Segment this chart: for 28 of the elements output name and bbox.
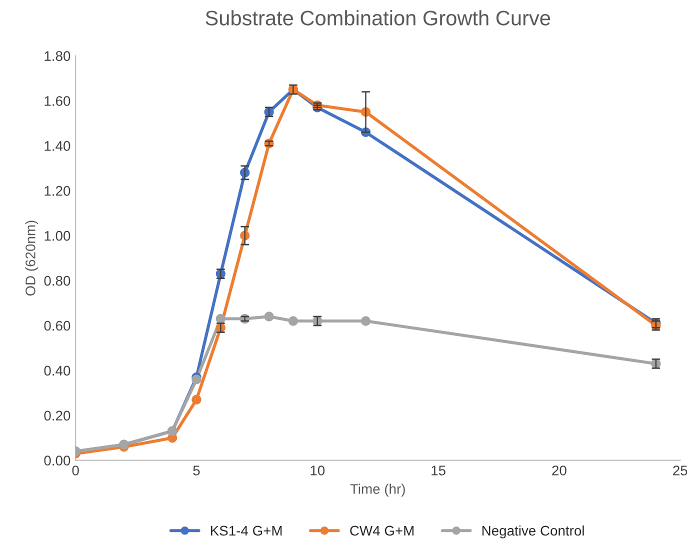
legend-label: CW4 G+M	[350, 526, 414, 536]
point	[216, 314, 226, 324]
x-tick-label: 5	[193, 466, 200, 476]
x-tick-label: 25	[673, 466, 687, 476]
y-tick-label: 1.20	[44, 186, 70, 196]
y-tick-label: 1.80	[44, 51, 70, 61]
x-tick-label: 15	[432, 466, 446, 476]
chart-title: Substrate Combination Growth Curve	[206, 10, 550, 26]
x-axis-title: Time (hr)	[350, 484, 405, 497]
y-tick-label: 1.40	[44, 141, 70, 151]
y-axis-title: OD (620nm)	[25, 220, 38, 296]
point	[360, 316, 371, 326]
point	[264, 312, 274, 322]
y-tick-label: 0.40	[44, 366, 70, 376]
y-tick-label: 1.00	[44, 230, 70, 241]
x-tick-label: 10	[310, 466, 325, 476]
y-tick-label: 0.00	[44, 456, 70, 466]
y-tick-label: 0.20	[44, 410, 70, 421]
x-tick-label: 0	[72, 466, 79, 476]
point	[192, 374, 202, 384]
x-tick-label: 20	[552, 466, 566, 476]
point	[192, 394, 202, 405]
y-tick-label: 1.60	[44, 96, 70, 106]
point	[288, 316, 298, 326]
y-tick-label: 0.60	[44, 320, 70, 331]
legend-label: Negative Control	[482, 525, 584, 538]
y-tick-label: 0.80	[44, 276, 70, 286]
legend-label: KS1-4 G+M	[210, 526, 282, 536]
